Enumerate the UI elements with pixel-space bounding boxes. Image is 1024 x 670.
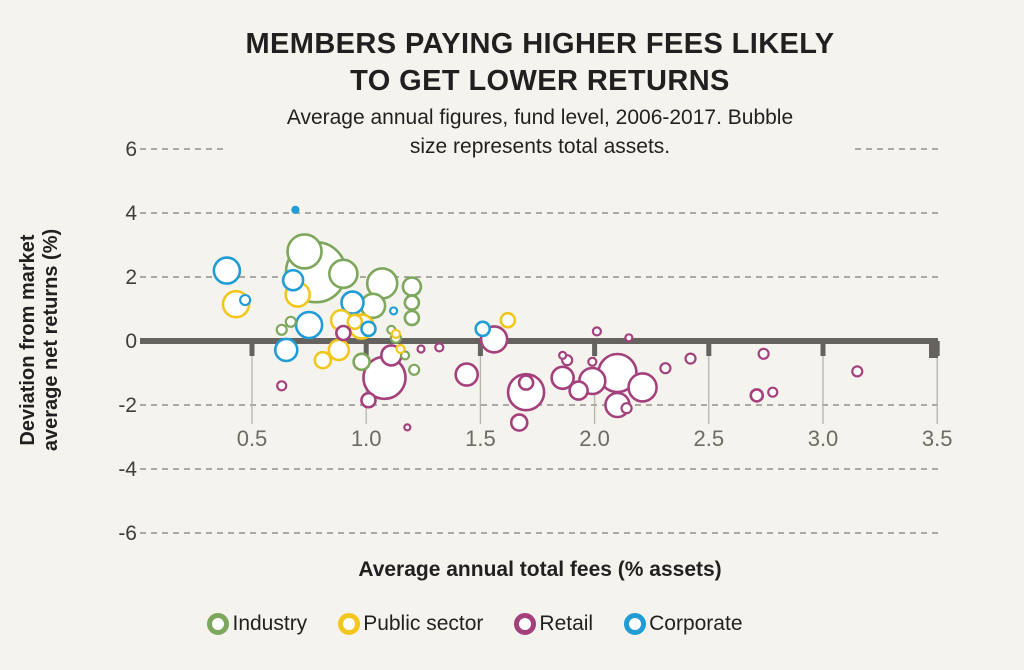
legend-ring-icon [514, 613, 537, 635]
legend-ring-icon [338, 613, 361, 635]
bubble-retail [360, 391, 377, 409]
legend-label: Public sector [363, 612, 484, 635]
bubble-retail [558, 350, 568, 360]
bubble-retail [550, 365, 575, 391]
bubble-retail [624, 333, 634, 343]
x-tick-mark [706, 341, 712, 356]
bubble-retail [403, 423, 412, 432]
x-axis-title: Average annual total fees (% assets) [358, 558, 722, 581]
bubble-retail [591, 326, 602, 337]
bubble-corporate [281, 268, 305, 292]
x-tick-label: 1.0 [351, 426, 382, 451]
legend-ring-icon [624, 613, 647, 635]
bubble-retail [517, 374, 535, 391]
x-tick-mark [592, 341, 598, 356]
bubble-public-sector [390, 328, 401, 340]
chart-subtitle-line1: Average annual figures, fund level, 2006… [286, 106, 794, 129]
bubble-retail [276, 380, 288, 392]
x-tick-label: 2.0 [579, 426, 610, 451]
bubble-public-sector [395, 343, 406, 355]
chart-legend: Industry Public sector Retail Corporate [0, 612, 1024, 636]
bubble-public-sector [499, 311, 517, 329]
bubble-public-sector [327, 338, 351, 362]
legend-item-retail: Retail [514, 612, 593, 636]
x-tick-mark [820, 341, 826, 356]
y-tick-label: 0 [125, 330, 137, 353]
bubble-corporate [273, 337, 299, 363]
y-tick-label: -4 [118, 458, 137, 481]
x-tick-label: 3.0 [808, 426, 839, 451]
bubble-retail [757, 347, 770, 360]
bubble-retail [659, 362, 672, 375]
bubble-retail [335, 324, 352, 342]
legend-label: Retail [539, 612, 594, 635]
legend-item-industry: Industry [207, 612, 307, 636]
bubble-corporate [239, 293, 252, 307]
axis-end-cap [929, 338, 938, 358]
bubble-retail [434, 342, 445, 353]
bubble-industry [408, 363, 421, 376]
bubble-industry [328, 258, 359, 290]
legend-label: Corporate [649, 612, 743, 635]
bubble-retail [416, 344, 426, 354]
bubble-industry [401, 276, 423, 297]
x-tick-mark [363, 341, 369, 356]
bubble-retail [851, 365, 864, 378]
legend-item-public-sector: Public sector [338, 612, 483, 636]
y-tick-label: 4 [125, 202, 137, 225]
bubble-public-sector [346, 313, 364, 331]
bubble-corporate [294, 310, 324, 340]
bubble-retail [454, 362, 479, 387]
x-tick-label: 2.5 [694, 426, 725, 451]
bubble-retail [509, 413, 529, 432]
x-tick-label: 1.5 [465, 426, 496, 451]
y-axis-title: Deviation from market average net return… [17, 210, 63, 470]
y-tick-label: 2 [125, 266, 137, 289]
y-tick-label: 6 [125, 138, 137, 161]
bubble-corporate [291, 205, 300, 214]
y-tick-label: -6 [118, 522, 137, 545]
x-tick-label: 0.5 [237, 426, 268, 451]
legend-item-corporate: Corporate [624, 612, 743, 636]
bubble-corporate [212, 256, 242, 285]
bubble-retail [568, 380, 589, 401]
bubble-retail [506, 372, 546, 412]
y-tick-label: -2 [118, 394, 137, 417]
bubble-retail [627, 372, 658, 403]
bubble-corporate [360, 320, 377, 338]
bubble-corporate [474, 320, 491, 338]
y-axis-title-line1: Deviation from market [17, 234, 39, 446]
bubble-retail [749, 388, 765, 403]
bubble-retail [587, 356, 598, 367]
bubble-retail [620, 402, 633, 415]
bubble-industry [275, 323, 288, 336]
x-tick-mark [249, 341, 255, 356]
x-tick-label: 3.5 [922, 426, 953, 451]
chart-title: MEMBERS PAYING HIGHER FEES LIKELY TO GET… [140, 26, 940, 100]
bubble-retail [767, 386, 779, 398]
bubble-corporate [389, 306, 399, 316]
y-axis-title-line2: average net returns (%) [40, 228, 62, 452]
chart-subtitle-line2: size represents total assets. [409, 134, 671, 158]
bubble-industry [352, 352, 371, 372]
bubble-public-sector [313, 350, 333, 370]
bubble-retail [684, 352, 697, 365]
bubble-industry [284, 315, 297, 328]
bubble-industry [286, 233, 323, 270]
bubble-corporate [340, 290, 365, 315]
chart-title-line2: TO GET LOWER RETURNS [350, 65, 730, 98]
bubble-industry [403, 309, 421, 327]
chart-subtitle: Average annual figures, fund level, 2006… [225, 104, 855, 162]
legend-ring-icon [207, 613, 230, 635]
legend-label: Industry [232, 612, 308, 635]
x-tick-mark [477, 341, 483, 356]
chart-title-line1: MEMBERS PAYING HIGHER FEES LIKELY [245, 28, 835, 60]
bubble-industry [403, 294, 421, 311]
